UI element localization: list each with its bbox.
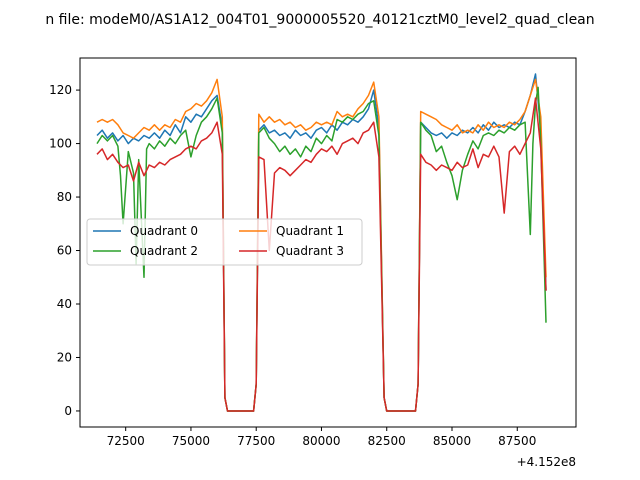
y-tick-label: 60: [57, 244, 72, 258]
y-tick-label: 80: [57, 190, 72, 204]
y-tick-label: 0: [64, 404, 72, 418]
legend-box: [86, 218, 363, 266]
x-tick-label: 87500: [498, 434, 536, 448]
legend-label: Quadrant 0: [130, 224, 198, 238]
y-tick-label: 100: [49, 137, 72, 151]
y-tick-label: 120: [49, 83, 72, 97]
legend-label: Quadrant 2: [130, 244, 198, 258]
series-line-3: [96, 97, 547, 412]
axes-frame: [79, 57, 577, 428]
y-tick-label: 20: [57, 350, 72, 364]
x-tick-label: 72500: [107, 434, 145, 448]
x-tick-label: 82500: [368, 434, 406, 448]
y-tick-label: 40: [57, 297, 72, 311]
series-line-2: [96, 86, 547, 412]
legend-label: Quadrant 3: [276, 244, 344, 258]
x-tick-label: 77500: [237, 434, 275, 448]
plot-area: [79, 57, 577, 428]
chart-title: n file: modeM0/AS1A12_004T01_9000005520_…: [45, 12, 594, 28]
legend: Quadrant 0 Quadrant 1 Quadrant 2 Quadrant 3: [86, 218, 363, 266]
series-group: [96, 73, 547, 412]
x-axis: 72500 75000 77500 80000 82500 85000 87500: [107, 427, 536, 448]
x-tick-label: 85000: [433, 434, 471, 448]
y-axis: 0 20 40 60 80 100 120: [49, 83, 80, 418]
series-line-1: [96, 78, 547, 412]
x-offset-label: +4.152e8: [517, 455, 576, 469]
legend-label: Quadrant 1: [276, 224, 344, 238]
x-tick-label: 80000: [302, 434, 340, 448]
x-tick-label: 75000: [172, 434, 210, 448]
